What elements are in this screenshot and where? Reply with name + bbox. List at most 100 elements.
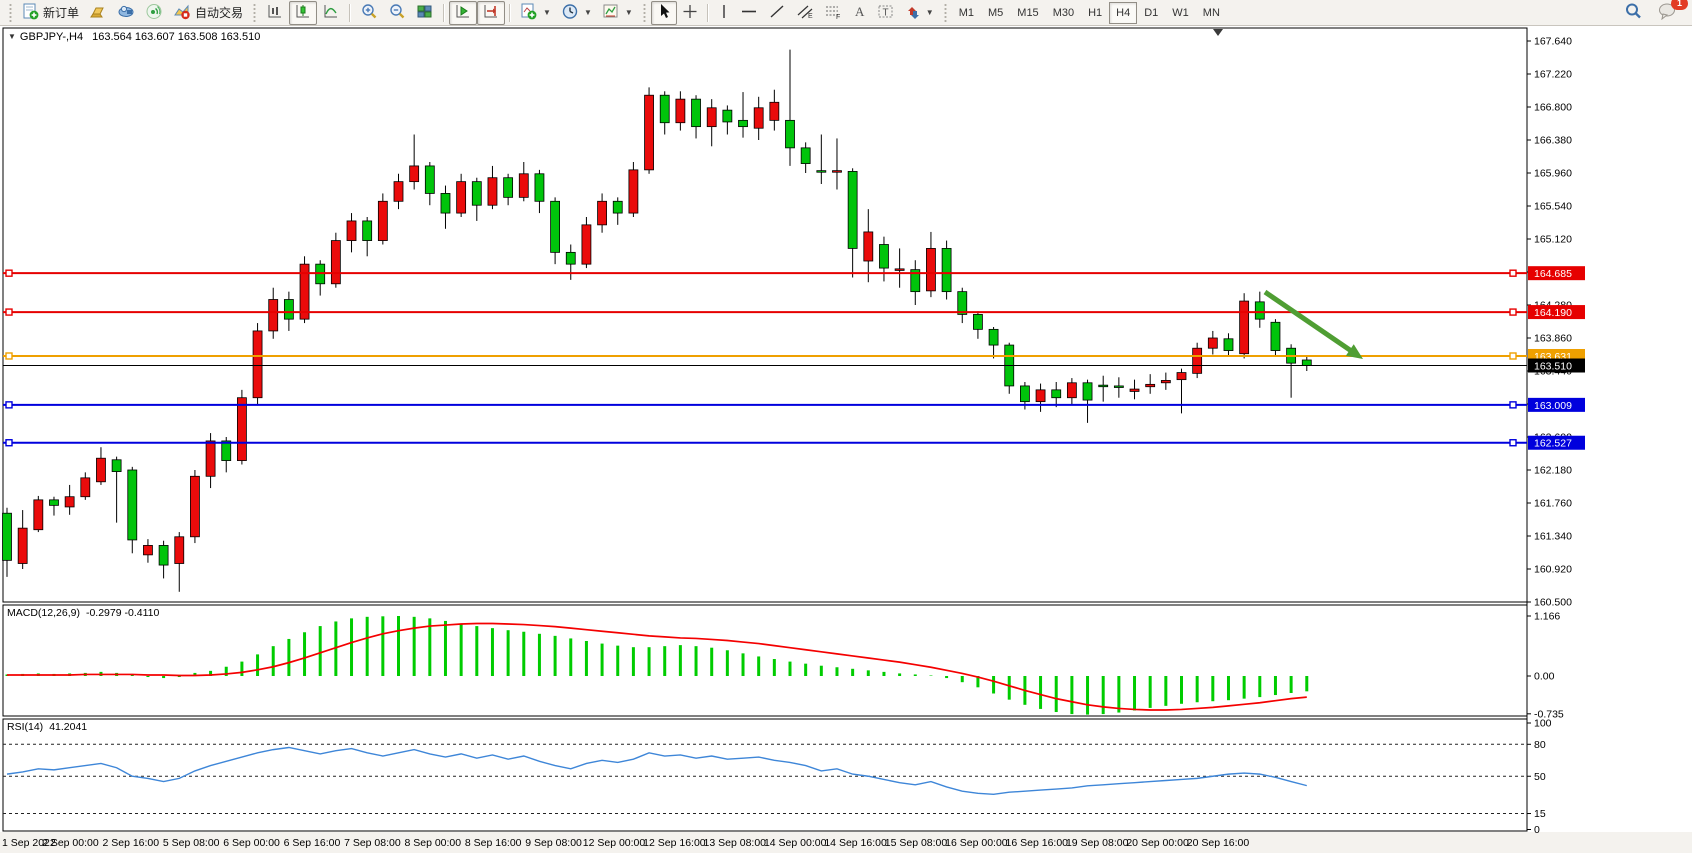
candle-body (1066, 382, 1077, 399)
templates-icon (602, 3, 620, 23)
chart-canvas[interactable]: 167.640 167.220 166.800 166.380 165.960 165.5… (0, 26, 1692, 853)
trend-arrow-line[interactable] (1263, 289, 1357, 356)
candle-body (518, 173, 529, 198)
trendline-icon (768, 3, 786, 23)
candle-body (753, 107, 764, 129)
line-handle[interactable] (5, 401, 13, 409)
signals-button[interactable] (140, 1, 168, 25)
date-label: 2 Sep 16:00 (102, 837, 159, 849)
candle-body (1145, 383, 1156, 388)
zoom-out-button[interactable] (383, 1, 411, 25)
candle-body (236, 397, 247, 461)
arrows-tool-button[interactable]: ▼ (900, 1, 939, 25)
vertical-line-tool-button[interactable] (713, 1, 735, 25)
date-label: 6 Sep 00:00 (223, 837, 280, 849)
line-price-label-text: 162.527 (1534, 438, 1572, 450)
candle-body (2, 512, 12, 561)
text-tool-button[interactable]: A (847, 1, 872, 25)
candle-body (1270, 321, 1281, 351)
timeframe-M5[interactable]: M5 (988, 6, 1004, 19)
horizontal-line-tool-button[interactable] (735, 1, 763, 25)
date-label: 16 Sep 00:00 (945, 837, 1008, 849)
equidistant-channel-tool-button[interactable]: E (791, 1, 819, 25)
new-order-icon (22, 3, 39, 23)
auto-scroll-button[interactable] (449, 0, 478, 25)
deposit-button[interactable] (84, 1, 112, 25)
macd-scale-label: -0.735 (1534, 708, 1564, 720)
candle-body (49, 499, 59, 506)
zoom-in-button[interactable] (355, 1, 383, 25)
rsi-pane[interactable] (2, 718, 1528, 832)
timeframe-M30[interactable]: M30 (1052, 6, 1075, 19)
tile-windows-button[interactable] (411, 1, 439, 25)
timeframe-bar: M1 M5 M15 M30 H1 H4 D1 W1 MN (952, 1, 1227, 24)
candlestick-chart-button[interactable] (289, 0, 318, 25)
chat-button[interactable]: 1 (1653, 0, 1688, 25)
line-handle[interactable] (1509, 401, 1517, 409)
price-tick-label: 167.220 (1534, 69, 1572, 81)
chart-shift-button[interactable] (477, 0, 506, 25)
toolbar-grip[interactable] (942, 3, 948, 22)
line-handle[interactable] (5, 269, 13, 277)
line-handle[interactable] (1509, 308, 1517, 316)
date-label: 6 Sep 16:00 (284, 837, 341, 849)
gold-ingot-icon (89, 3, 107, 23)
fibonacci-tool-button[interactable]: F (819, 1, 847, 25)
trendline-tool-button[interactable] (763, 1, 791, 25)
candle-body (988, 328, 999, 346)
candle-body (1113, 385, 1124, 388)
candle-body (1129, 388, 1140, 392)
candle-body (111, 459, 122, 472)
toolbar-grip[interactable] (8, 3, 13, 22)
main-pane[interactable] (2, 27, 1528, 603)
candle-body (174, 536, 185, 564)
timeframe-D1[interactable]: D1 (1144, 6, 1159, 19)
candle-body (879, 244, 889, 269)
search-icon (1624, 2, 1642, 23)
arrow-objects-icon (905, 3, 921, 23)
toolbar-grip[interactable] (252, 3, 258, 22)
time-axis-strip[interactable] (0, 832, 1692, 853)
candle-body (1020, 385, 1030, 403)
line-handle[interactable] (5, 308, 13, 316)
candle-body (190, 475, 200, 538)
community-button[interactable] (112, 1, 140, 25)
crosshair-tool-button[interactable] (677, 1, 703, 25)
cursor-tool-button[interactable] (650, 0, 677, 25)
toolbar-grip[interactable] (641, 3, 647, 22)
candle-body (409, 165, 420, 183)
timeframe-H1[interactable]: H1 (1088, 6, 1103, 19)
timeframe-H4[interactable]: H4 (1109, 1, 1138, 24)
templates-button[interactable]: ▼ (597, 1, 638, 25)
search-button[interactable] (1619, 1, 1647, 25)
timeframe-M1[interactable]: M1 (958, 6, 974, 19)
periods-button[interactable]: ▼ (556, 1, 597, 25)
line-handle[interactable] (1509, 352, 1517, 360)
candle-body (941, 248, 952, 293)
candle-body (1254, 301, 1265, 320)
trend-arrow-head[interactable] (1345, 344, 1363, 359)
new-order-button[interactable]: 新订单 (17, 1, 84, 25)
timeframe-W1[interactable]: W1 (1172, 6, 1189, 19)
candle-body (612, 200, 623, 214)
line-handle[interactable] (1509, 269, 1517, 277)
chart-shift-marker[interactable] (1213, 29, 1223, 36)
line-handle[interactable] (5, 352, 13, 360)
line-handle[interactable] (5, 439, 13, 447)
timeframe-M15[interactable]: M15 (1017, 6, 1039, 19)
indicators-button[interactable]: ▼ (515, 1, 556, 25)
line-chart-button[interactable] (317, 1, 345, 25)
bar-chart-button[interactable] (261, 1, 289, 25)
candle-body (377, 200, 388, 241)
line-price-label-text: 163.009 (1534, 400, 1572, 412)
candle-body (816, 170, 827, 173)
text-label-tool-button[interactable]: T (872, 1, 900, 25)
vertical-line-icon (718, 3, 730, 23)
date-label: 8 Sep 16:00 (465, 837, 522, 849)
timeframe-MN[interactable]: MN (1202, 6, 1220, 19)
autotrade-button[interactable]: 自动交易 (168, 1, 248, 25)
line-handle[interactable] (1509, 439, 1517, 447)
price-tick-label: 167.640 (1534, 36, 1572, 48)
macd-pane[interactable] (2, 604, 1528, 717)
dropdown-caret-icon: ▼ (583, 8, 592, 17)
